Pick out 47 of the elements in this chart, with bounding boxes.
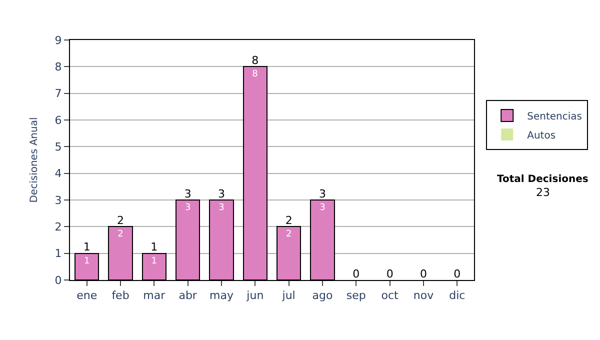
legend-label: Sentencias [527, 111, 582, 122]
y-tick-label: 4 [54, 167, 62, 180]
total-label: 3 [319, 187, 326, 200]
y-tick-label: 2 [54, 220, 62, 234]
x-tick-label: nov [413, 289, 434, 302]
total-label: 0 [420, 267, 427, 280]
total-label: 3 [184, 187, 192, 200]
data-label: 3 [184, 203, 191, 213]
data-label: 2 [286, 230, 292, 240]
total-label: 0 [454, 267, 461, 280]
x-tick-label: sep [346, 289, 366, 302]
total-label: 1 [150, 240, 158, 254]
y-axis-title: Decisiones Anual [28, 117, 40, 203]
data-label: 8 [252, 70, 258, 80]
total-label: 0 [386, 267, 394, 280]
x-tick-label: oct [381, 289, 400, 302]
y-tick-label: 5 [54, 140, 62, 154]
total-label: 3 [218, 187, 225, 200]
data-label: 1 [151, 256, 158, 266]
y-tick-label: 1 [54, 247, 62, 260]
data-label: 1 [84, 256, 90, 266]
x-tick-label: ago [312, 289, 333, 302]
total-label: 2 [117, 214, 124, 227]
y-tick-label: 3 [54, 194, 62, 207]
x-tick-label: mar [143, 289, 166, 302]
x-tick-label: may [210, 289, 234, 302]
y-tick-label: 9 [54, 34, 62, 47]
data-label: 2 [118, 230, 124, 240]
x-tick-label: abr [178, 289, 198, 302]
data-label: 3 [320, 203, 326, 213]
x-tick-label: feb [112, 289, 130, 302]
text: Total Decisiones [497, 174, 588, 185]
total-label: 2 [285, 214, 292, 227]
y-tick-label: 7 [54, 87, 62, 100]
total-label: 0 [352, 267, 360, 280]
x-tick-label: jun [246, 289, 264, 302]
x-tick-label: dic [449, 289, 466, 302]
text: 23 [536, 186, 550, 199]
y-tick-label: 6 [54, 114, 62, 127]
total-label: 8 [252, 54, 259, 67]
data-label: 3 [218, 203, 224, 213]
x-tick-label: jul [281, 289, 296, 302]
y-tick-label: 8 [54, 60, 62, 74]
total-label: 1 [83, 240, 90, 254]
x-tick-label: ene [76, 289, 98, 302]
legend-label: Autos [527, 130, 556, 142]
y-tick-label: 0 [54, 274, 62, 287]
